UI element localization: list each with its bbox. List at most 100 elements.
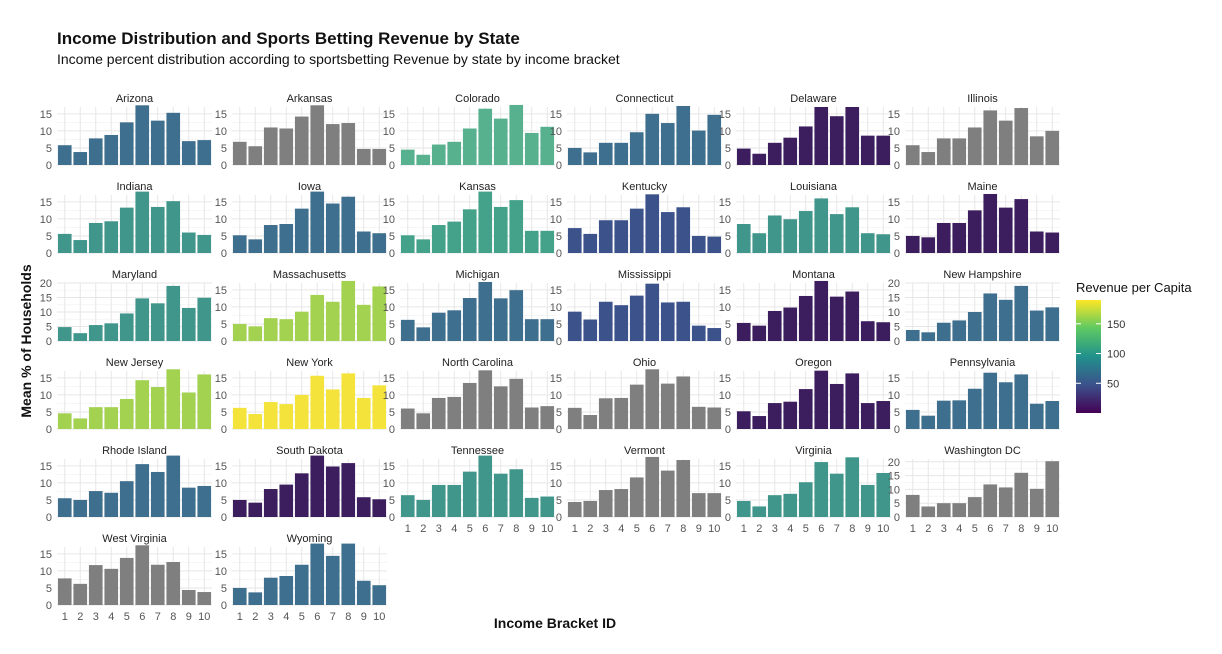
x-tick-label: 9 — [865, 523, 871, 535]
bar — [73, 333, 88, 341]
bar — [197, 234, 212, 253]
panel-title: Montana — [792, 269, 836, 281]
bar — [509, 469, 524, 517]
bar — [478, 281, 493, 341]
y-tick-label: 5 — [46, 143, 52, 155]
panel-title: Oregon — [795, 357, 832, 369]
bar — [88, 325, 103, 341]
x-tick-label: 9 — [361, 611, 367, 623]
bar — [73, 240, 88, 253]
bar — [135, 380, 150, 429]
y-axis-title: Mean % of Households — [18, 264, 34, 417]
bar — [232, 235, 247, 253]
y-tick-label: 5 — [894, 322, 900, 334]
x-tick-label: 1 — [572, 523, 578, 535]
bar — [983, 484, 998, 517]
panel-montana: Montana 0 5 10 15 — [719, 269, 891, 348]
bar — [279, 484, 294, 517]
bar — [150, 206, 165, 253]
panel-title: Kentucky — [622, 181, 668, 193]
y-tick-label: 10 — [40, 566, 52, 578]
x-tick-label: 4 — [618, 523, 624, 535]
x-tick-label: 3 — [436, 523, 442, 535]
bar — [462, 209, 477, 253]
y-tick-label: 5 — [894, 143, 900, 155]
bar — [57, 413, 72, 429]
bar — [232, 407, 247, 429]
y-tick-label: 20 — [888, 457, 900, 469]
y-tick-label: 15 — [40, 197, 52, 209]
bar — [119, 313, 134, 341]
bar — [166, 201, 181, 253]
y-tick-label: 0 — [556, 160, 562, 172]
y-tick-label: 5 — [221, 407, 227, 419]
y-tick-label: 10 — [215, 302, 227, 314]
bar — [263, 318, 278, 341]
bar — [921, 506, 936, 517]
bar — [310, 105, 325, 165]
panel-arkansas: Arkansas 0 5 10 15 — [215, 93, 387, 172]
bar — [921, 152, 936, 165]
y-tick-label: 10 — [215, 478, 227, 490]
bar — [248, 239, 263, 253]
bar — [845, 207, 860, 253]
bar — [372, 233, 387, 253]
y-tick-label: 10 — [719, 214, 731, 226]
bar — [119, 557, 134, 605]
y-tick-label: 15 — [215, 461, 227, 473]
y-tick-label: 10 — [550, 214, 562, 226]
x-tick-label: 7 — [330, 611, 336, 623]
bar — [629, 384, 644, 429]
bar — [416, 239, 431, 253]
bar — [983, 293, 998, 341]
x-tick-label: 2 — [587, 523, 593, 535]
y-tick-label: 15 — [550, 373, 562, 385]
bar — [1045, 461, 1060, 517]
panel-title: New Jersey — [106, 357, 164, 369]
y-tick-label: 5 — [389, 407, 395, 419]
y-tick-label: 5 — [46, 583, 52, 595]
x-tick-label: 3 — [268, 611, 274, 623]
panel-title: New Hampshire — [943, 269, 1021, 281]
panel-title: Wyoming — [287, 533, 333, 545]
bar — [119, 207, 134, 253]
bar — [400, 319, 415, 341]
y-tick-label: 10 — [383, 302, 395, 314]
y-tick-label: 15 — [719, 461, 731, 473]
bar — [341, 373, 356, 429]
y-tick-label: 5 — [894, 231, 900, 243]
bar — [876, 135, 891, 165]
bar — [583, 233, 598, 253]
x-tick-label: 4 — [283, 611, 289, 623]
y-tick-label: 0 — [725, 248, 731, 260]
bar — [447, 141, 462, 165]
y-tick-label: 0 — [221, 600, 227, 612]
x-tick-label: 2 — [756, 523, 762, 535]
x-tick-label: 1 — [405, 523, 411, 535]
bar — [509, 290, 524, 341]
panel-title: New York — [286, 357, 333, 369]
panel-connecticut: Connecticut 0 5 10 15 — [550, 93, 722, 172]
bar — [936, 222, 951, 253]
bar — [952, 503, 967, 517]
panel-title: Maryland — [112, 269, 157, 281]
bar — [197, 485, 212, 517]
y-tick-label: 15 — [215, 197, 227, 209]
bar — [372, 499, 387, 517]
bar — [509, 200, 524, 253]
x-tick-label: 6 — [139, 611, 145, 623]
bar — [356, 231, 371, 253]
bar — [860, 321, 875, 341]
y-tick-label: 0 — [725, 336, 731, 348]
bar — [736, 411, 751, 429]
panel-maryland: Maryland 0 5 10 15 20 — [40, 269, 212, 348]
bar — [356, 497, 371, 517]
bar — [829, 383, 844, 429]
bar — [691, 406, 706, 429]
bar — [493, 473, 508, 517]
bar — [752, 506, 767, 517]
y-tick-label: 10 — [719, 478, 731, 490]
bar — [263, 225, 278, 253]
bar — [341, 196, 356, 253]
